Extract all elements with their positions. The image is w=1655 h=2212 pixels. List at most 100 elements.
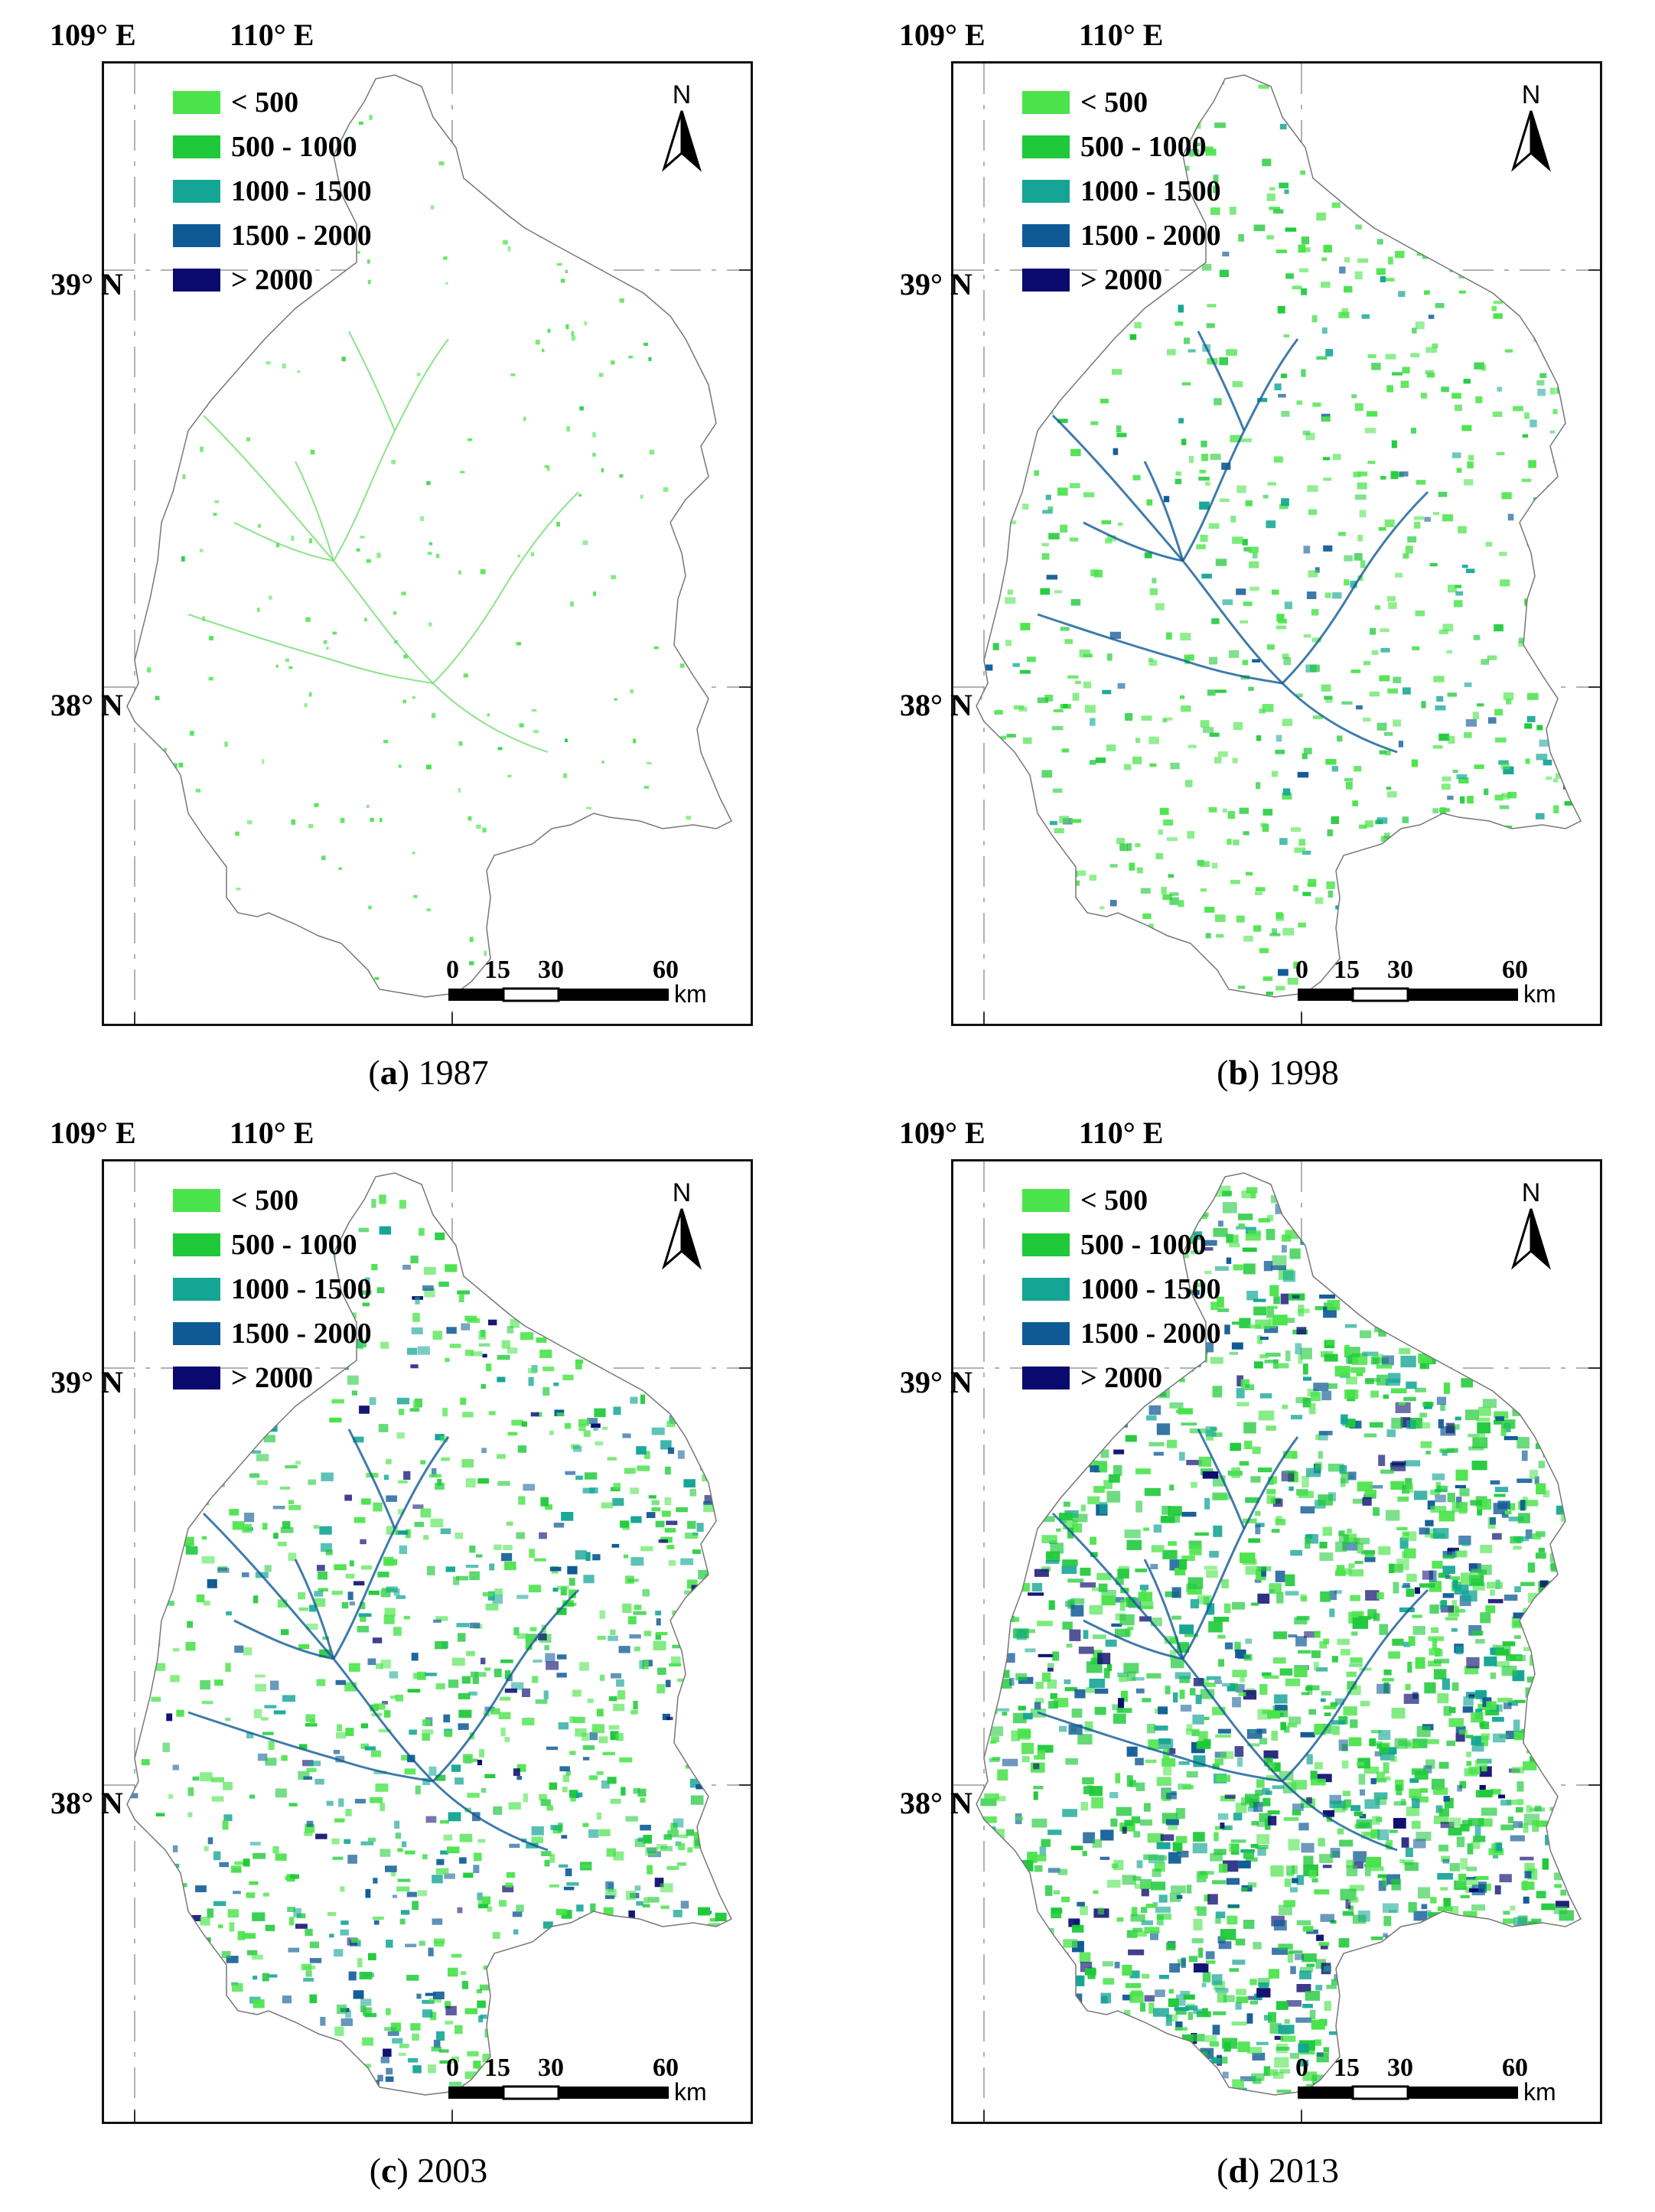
lon-label-109: 109° E: [899, 18, 986, 52]
scale-tick-0: 0: [1295, 2054, 1308, 2082]
legend-label: < 500: [231, 1184, 299, 1217]
legend-label: > 2000: [231, 264, 314, 296]
lat-label-38: 38° N: [50, 688, 123, 722]
legend-item: < 500: [1022, 80, 1221, 125]
map-panel-1987: 109° E 110° E 39° N 38° N < 500 500 - 1: [46, 15, 811, 1117]
lat-label-38: 38° N: [50, 1786, 123, 1820]
map-panel-1998: 109° E 110° E 39° N 38° N < 500 500 - 1: [895, 15, 1653, 1117]
scale-tick-15: 15: [484, 956, 510, 984]
legend-item: > 2000: [1022, 1356, 1221, 1400]
map-frame: 39° N 38° N < 500 500 - 1000 1000 - 1500 15…: [900, 61, 1602, 1026]
map-panel-2003: 109° E 110° E 39° N 38° N < 500 500 - 1: [46, 1113, 811, 2212]
legend-item: 1000 - 1500: [173, 169, 372, 213]
legend-item: < 500: [173, 80, 372, 125]
legend-label: > 2000: [231, 1362, 314, 1394]
scale-tick-0: 0: [446, 2054, 459, 2082]
scale-bar: 0 15 30 60 km: [1295, 956, 1556, 1008]
north-arrow-icon: N: [1511, 80, 1551, 172]
north-label: N: [673, 80, 692, 109]
legend-label: < 500: [1080, 1184, 1148, 1217]
legend-swatch: [173, 1367, 220, 1389]
lon-label-110: 110° E: [230, 1116, 314, 1150]
lon-label-110: 110° E: [1079, 1116, 1164, 1150]
legend-item: 500 - 1000: [1022, 1223, 1221, 1267]
legend-swatch: [1022, 180, 1070, 203]
legend-swatch: [173, 269, 220, 292]
north-label: N: [1522, 1178, 1541, 1207]
lat-label-38: 38° N: [900, 1786, 972, 1820]
lon-label-109: 109° E: [50, 1116, 136, 1150]
legend-swatch: [1022, 1278, 1070, 1301]
scale-unit: km: [1523, 2078, 1556, 2106]
scale-tick-30: 30: [538, 956, 564, 984]
scale-unit: km: [1523, 980, 1556, 1008]
caption-year: 1998: [1268, 1053, 1339, 1092]
north-label: N: [673, 1178, 692, 1207]
lat-label-39: 39° N: [900, 1365, 972, 1399]
caption-year: 2013: [1268, 2151, 1339, 2190]
legend-swatch: [173, 1233, 220, 1256]
scale-tick-0: 0: [446, 956, 459, 984]
legend-swatch: [1022, 1189, 1070, 1212]
legend-item: > 2000: [173, 1356, 372, 1400]
vegetation-map: [104, 64, 751, 1024]
legend-swatch: [173, 135, 220, 158]
map-frame: 39° N 38° N < 500 500 - 1000 1000 - 1500 15…: [900, 1159, 1602, 2124]
legend-item: 500 - 1000: [173, 1223, 372, 1267]
caption-letter: d: [1228, 2151, 1249, 2190]
scale-tick-30: 30: [1387, 956, 1413, 984]
scale-tick-60: 60: [653, 2054, 679, 2082]
legend-swatch: [1022, 91, 1070, 114]
legend-label: < 500: [231, 86, 299, 119]
legend: < 500 500 - 1000 1000 - 1500 1500 - 2000 > 2…: [173, 80, 372, 302]
scale-tick-60: 60: [1502, 2054, 1528, 2082]
legend-label: 1000 - 1500: [231, 175, 372, 207]
legend-swatch: [173, 1189, 220, 1212]
scale-tick-30: 30: [538, 2054, 564, 2082]
scale-tick-15: 15: [484, 2054, 510, 2082]
caption-year: 2003: [417, 2151, 488, 2190]
legend-swatch: [1022, 1322, 1070, 1345]
lon-label-110: 110° E: [230, 18, 314, 52]
legend-label: 500 - 1000: [231, 131, 357, 163]
scale-tick-60: 60: [1502, 956, 1528, 984]
legend-swatch: [1022, 1367, 1070, 1389]
scale-bar: 0 15 30 60 km: [446, 2054, 707, 2106]
lat-label-39: 39° N: [900, 267, 972, 301]
legend-swatch: [173, 1322, 220, 1345]
scale-unit: km: [674, 2078, 707, 2106]
vegetation-map: [953, 1161, 1600, 2122]
scale-bar: 0 15 30 60 km: [446, 956, 707, 1008]
legend-label: 1000 - 1500: [1080, 1273, 1221, 1305]
lon-label-109: 109° E: [899, 1116, 986, 1150]
legend-item: < 500: [173, 1178, 372, 1223]
legend-item: 1000 - 1500: [173, 1267, 372, 1311]
legend-label: 1000 - 1500: [231, 1273, 372, 1305]
caption-letter: a: [380, 1053, 398, 1092]
lon-label-110: 110° E: [1079, 18, 1164, 52]
scale-tick-30: 30: [1387, 2054, 1413, 2082]
legend-item: 1500 - 2000: [173, 213, 372, 258]
scale-tick-15: 15: [1334, 956, 1360, 984]
caption-letter: b: [1228, 1053, 1249, 1092]
legend-label: < 500: [1080, 86, 1148, 119]
legend-label: 500 - 1000: [1080, 1229, 1207, 1261]
map-frame: 39° N 38° N < 500 500 - 1000 1000 - 1500 15…: [50, 1159, 753, 2124]
lat-label-39: 39° N: [50, 1365, 123, 1399]
caption-year: 1987: [418, 1053, 489, 1092]
scale-tick-60: 60: [653, 956, 679, 984]
legend-label: 1500 - 2000: [1080, 1318, 1221, 1350]
legend-item: < 500: [1022, 1178, 1221, 1223]
legend-item: 1500 - 2000: [1022, 213, 1221, 258]
map-frame: 39° N 38° N < 500 500 - 1000 1000 - 1500 15…: [50, 61, 753, 1026]
legend-label: 1500 - 2000: [231, 220, 372, 252]
legend-label: > 2000: [1080, 264, 1163, 296]
panel-caption: (c) 2003: [369, 2151, 488, 2190]
legend-swatch: [1022, 224, 1070, 247]
north-label: N: [1522, 80, 1541, 109]
legend-label: 1500 - 2000: [231, 1318, 372, 1350]
legend-item: 1500 - 2000: [173, 1311, 372, 1356]
legend-swatch: [173, 224, 220, 247]
scale-tick-15: 15: [1334, 2054, 1360, 2082]
scale-unit: km: [674, 980, 707, 1008]
